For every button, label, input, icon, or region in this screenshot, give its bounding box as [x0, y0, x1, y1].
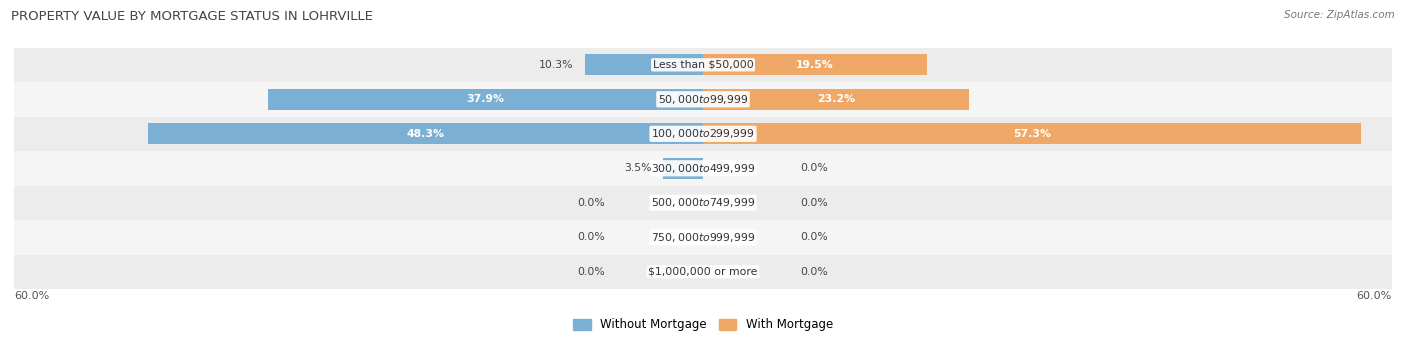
Text: 3.5%: 3.5% [624, 163, 651, 173]
Text: Source: ZipAtlas.com: Source: ZipAtlas.com [1284, 10, 1395, 20]
Text: $500,000 to $749,999: $500,000 to $749,999 [651, 196, 755, 209]
Text: 60.0%: 60.0% [1357, 291, 1392, 301]
Bar [14, 82, 1392, 117]
Text: PROPERTY VALUE BY MORTGAGE STATUS IN LOHRVILLE: PROPERTY VALUE BY MORTGAGE STATUS IN LOH… [11, 10, 373, 23]
Text: 57.3%: 57.3% [1012, 129, 1050, 139]
Text: 0.0%: 0.0% [578, 232, 606, 242]
Text: 0.0%: 0.0% [800, 198, 828, 208]
Bar [585, 54, 703, 75]
Text: 0.0%: 0.0% [578, 198, 606, 208]
Bar [662, 158, 703, 178]
Bar [14, 186, 1392, 220]
Bar [703, 89, 969, 110]
Bar [14, 48, 1392, 82]
Text: $750,000 to $999,999: $750,000 to $999,999 [651, 231, 755, 244]
Text: Less than $50,000: Less than $50,000 [652, 60, 754, 70]
Text: $50,000 to $99,999: $50,000 to $99,999 [658, 93, 748, 106]
Text: 37.9%: 37.9% [467, 94, 505, 104]
Text: 19.5%: 19.5% [796, 60, 834, 70]
Bar [703, 123, 1361, 144]
Bar [703, 54, 927, 75]
Bar [14, 151, 1392, 186]
Text: 0.0%: 0.0% [578, 267, 606, 277]
Bar [14, 255, 1392, 289]
Text: $300,000 to $499,999: $300,000 to $499,999 [651, 162, 755, 175]
Text: 0.0%: 0.0% [800, 267, 828, 277]
Text: 23.2%: 23.2% [817, 94, 855, 104]
Bar [149, 123, 703, 144]
Text: 0.0%: 0.0% [800, 232, 828, 242]
Text: 60.0%: 60.0% [14, 291, 49, 301]
Text: 48.3%: 48.3% [406, 129, 444, 139]
Bar [267, 89, 703, 110]
Text: 10.3%: 10.3% [538, 60, 574, 70]
Legend: Without Mortgage, With Mortgage: Without Mortgage, With Mortgage [568, 314, 838, 336]
Text: $100,000 to $299,999: $100,000 to $299,999 [651, 127, 755, 140]
Bar [14, 117, 1392, 151]
Text: 0.0%: 0.0% [800, 163, 828, 173]
Text: $1,000,000 or more: $1,000,000 or more [648, 267, 758, 277]
Bar [14, 220, 1392, 255]
